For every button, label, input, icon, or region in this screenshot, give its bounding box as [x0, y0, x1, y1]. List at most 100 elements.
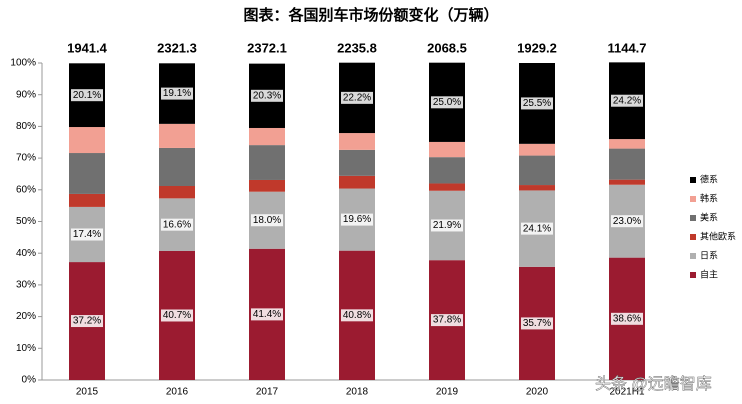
label-bg — [521, 222, 553, 235]
data-label: 20.3% — [253, 90, 281, 101]
data-label: 24.2% — [613, 95, 641, 106]
legend-label: 其他欧系 — [700, 230, 736, 241]
x-tick-label: 2016 — [166, 387, 189, 398]
data-label: 25.0% — [433, 97, 461, 108]
label-bg — [611, 312, 643, 325]
y-tick-label: 70% — [16, 153, 36, 164]
total-label: 2372.1 — [247, 40, 287, 55]
bar-segment — [609, 179, 645, 185]
legend-label: 自主 — [700, 268, 718, 279]
legend-label: 韩系 — [700, 192, 718, 203]
label-bg — [251, 308, 283, 321]
data-label: 18.0% — [253, 215, 281, 226]
bar-segment — [519, 143, 555, 156]
bar-segment — [159, 123, 195, 148]
data-label: 21.9% — [433, 220, 461, 231]
data-label: 38.6% — [613, 313, 641, 324]
legend-label: 德系 — [700, 173, 718, 184]
legend-swatch — [690, 272, 696, 278]
data-label: 25.5% — [523, 98, 551, 109]
label-bg — [251, 214, 283, 227]
data-label: 41.4% — [253, 309, 281, 320]
label-bg — [431, 219, 463, 232]
bar-segment — [249, 179, 285, 192]
x-tick-label: 2018 — [346, 387, 369, 398]
label-bg — [161, 309, 193, 322]
bar-segment — [429, 141, 465, 158]
y-tick-label: 60% — [16, 184, 36, 195]
bar-segment — [159, 185, 195, 199]
bar-segment — [69, 153, 105, 194]
bar-segment — [69, 193, 105, 207]
data-label: 17.4% — [73, 229, 101, 240]
legend-swatch — [690, 196, 696, 202]
data-label: 37.2% — [73, 316, 101, 327]
data-label: 23.0% — [613, 216, 641, 227]
label-bg — [431, 314, 463, 327]
label-bg — [71, 315, 103, 328]
label-bg — [611, 94, 643, 107]
y-tick-label: 50% — [16, 216, 36, 227]
label-bg — [521, 97, 553, 110]
bar-segment — [69, 127, 105, 154]
y-tick-label: 80% — [16, 121, 36, 132]
x-tick-label: 2020 — [526, 387, 549, 398]
total-label: 2068.5 — [427, 40, 467, 55]
bar-segment — [249, 127, 285, 146]
x-tick-label: 2019 — [436, 387, 459, 398]
label-bg — [341, 91, 373, 104]
bar-segment — [609, 139, 645, 149]
y-tick-label: 10% — [16, 343, 36, 354]
total-label: 1941.4 — [67, 40, 108, 55]
watermark: 头条 @远瞻智库 — [595, 375, 712, 393]
x-tick-label: 2017 — [256, 387, 279, 398]
y-tick-label: 40% — [16, 248, 36, 259]
legend-swatch — [690, 177, 696, 183]
label-bg — [431, 96, 463, 109]
label-bg — [71, 228, 103, 241]
bar-segment — [339, 133, 375, 150]
y-tick-label: 100% — [10, 58, 36, 69]
data-label: 19.6% — [343, 214, 371, 225]
label-bg — [341, 309, 373, 322]
label-bg — [161, 87, 193, 100]
y-tick-label: 90% — [16, 89, 36, 100]
label-bg — [251, 89, 283, 102]
bar-segment — [339, 149, 375, 176]
total-label: 2321.3 — [157, 40, 197, 55]
legend-swatch — [690, 234, 696, 240]
data-label: 19.1% — [163, 88, 191, 99]
bar-segment — [429, 183, 465, 191]
data-label: 40.8% — [343, 310, 371, 321]
label-bg — [161, 218, 193, 231]
bar-segment — [249, 145, 285, 180]
label-bg — [611, 215, 643, 228]
data-label: 24.1% — [523, 223, 551, 234]
data-label: 35.7% — [523, 318, 551, 329]
y-tick-label: 30% — [16, 280, 36, 291]
x-tick-label: 2021H1 — [609, 387, 644, 398]
data-label: 22.2% — [343, 93, 371, 104]
bar-segment — [519, 185, 555, 191]
total-label: 1144.7 — [607, 40, 646, 55]
label-bg — [71, 89, 103, 102]
bar-segment — [429, 157, 465, 184]
y-tick-label: 20% — [16, 311, 36, 322]
total-label: 1929.2 — [517, 40, 557, 55]
bar-segment — [609, 148, 645, 180]
bar-segment — [339, 175, 375, 189]
y-tick-label: 0% — [22, 375, 37, 386]
label-bg — [521, 317, 553, 330]
label-bg — [341, 213, 373, 226]
bar-segment — [159, 147, 195, 186]
total-label: 2235.8 — [337, 40, 377, 55]
bar-segment — [519, 155, 555, 186]
x-tick-label: 2015 — [76, 387, 99, 398]
data-label: 20.1% — [73, 90, 101, 101]
data-label: 16.6% — [163, 219, 191, 230]
legend-swatch — [690, 215, 696, 221]
data-label: 40.7% — [163, 310, 191, 321]
chart-title: 图表：各国别车市场份额变化（万辆） — [243, 6, 498, 24]
legend-label: 美系 — [700, 211, 718, 222]
